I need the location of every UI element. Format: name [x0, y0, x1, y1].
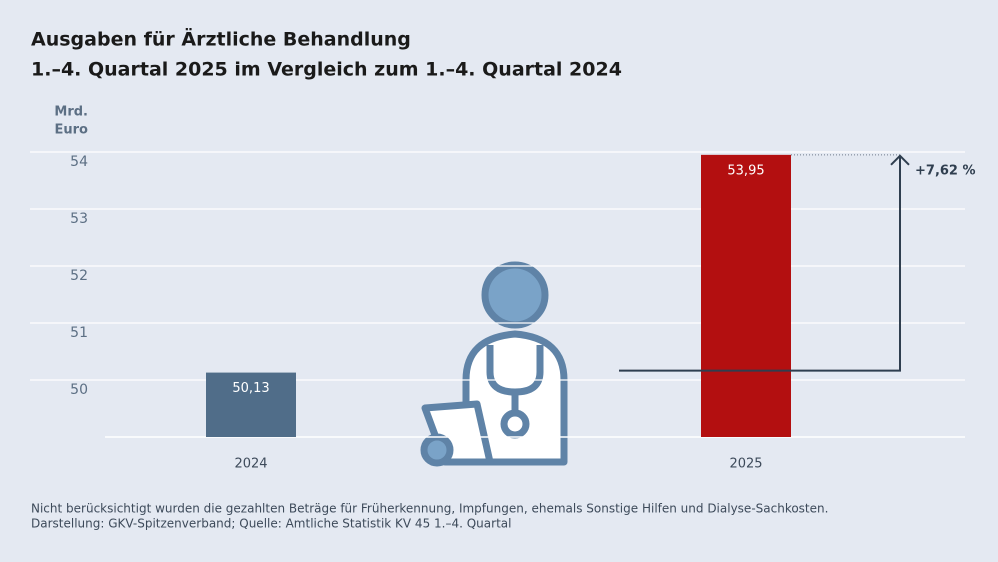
y-axis-label: Mrd.: [54, 105, 88, 120]
bar: [701, 154, 791, 437]
doctor-icon: [420, 261, 568, 467]
x-tick-label: 2024: [234, 457, 267, 472]
footnote: Nicht berücksichtigt wurden die gezahlte…: [31, 502, 828, 516]
y-tick-label: 50: [70, 382, 88, 398]
y-tick-label: 53: [70, 211, 88, 227]
change-arrow: [619, 155, 901, 372]
chart-subtitle: 1.–4. Quartal 2025 im Vergleich zum 1.–4…: [31, 59, 622, 81]
arrow-head: [890, 154, 910, 166]
value-label: 53,95: [727, 163, 764, 178]
y-tick-label: 54: [70, 154, 88, 170]
bar: [206, 372, 296, 437]
x-tick-label: 2025: [729, 457, 762, 472]
footnote: Darstellung: GKV-Spitzenverband; Quelle:…: [31, 517, 511, 531]
chart-title: Ausgaben für Ärztliche Behandlung: [31, 27, 411, 51]
annotation: +7,62 %: [915, 163, 976, 178]
value-label: 50,13: [232, 381, 269, 396]
y-tick-label: 51: [70, 325, 88, 341]
y-tick-label: 52: [70, 268, 88, 284]
y-axis-label: Euro: [55, 123, 89, 138]
